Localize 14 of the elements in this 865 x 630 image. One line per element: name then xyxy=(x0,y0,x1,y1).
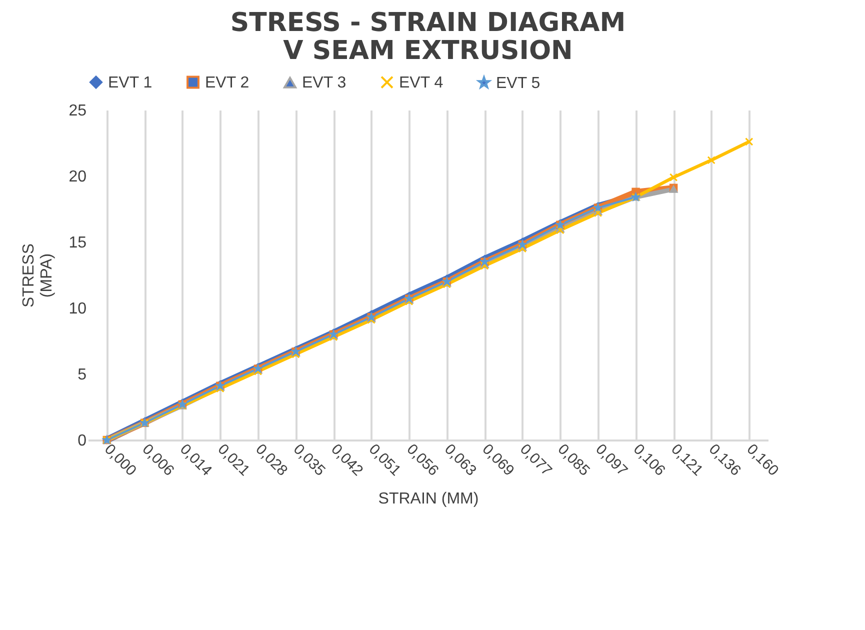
y-axis-title: STRESS (MPA) xyxy=(20,243,56,308)
legend-label: EVT 3 xyxy=(302,74,346,92)
y-tick-label: 10 xyxy=(68,300,87,318)
legend-label: EVT 2 xyxy=(205,74,250,92)
y-tick-label: 0 xyxy=(78,432,87,450)
y-tick-label: 25 xyxy=(68,102,87,120)
y-tick-label: 15 xyxy=(68,234,87,252)
legend-label: EVT 1 xyxy=(108,74,152,92)
y-tick-label: 5 xyxy=(78,366,87,384)
x-axis-title: STRAIN (MM) xyxy=(378,490,479,508)
legend-label: EVT 5 xyxy=(496,74,540,92)
chart-title: STRESS - STRAIN DIAGRAM V SEAM EXTRUSION xyxy=(230,8,626,66)
legend-label: EVT 4 xyxy=(399,74,444,92)
y-tick-label: 20 xyxy=(68,168,87,186)
